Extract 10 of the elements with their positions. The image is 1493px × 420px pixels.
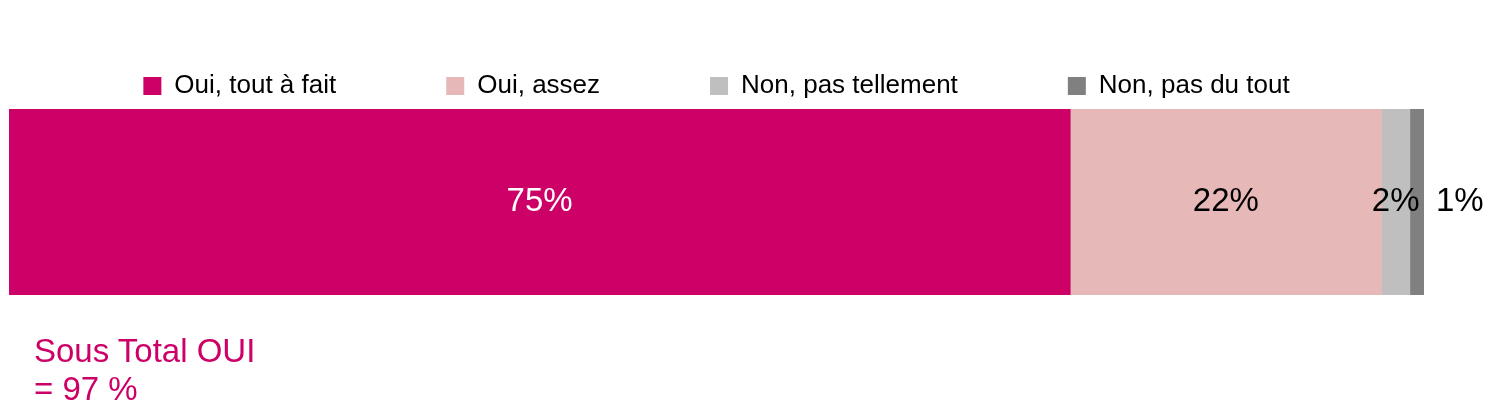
text: Sous Total OUI = 97 % [34,332,256,408]
legend-label: Oui, tout à fait [174,69,337,100]
data-label: 1% [1436,181,1484,219]
data-label: 75% [506,181,573,219]
legend-label: Non, pas du tout [1098,69,1291,100]
legend-label: Non, pas tellement [741,69,959,100]
bar [9,109,1071,295]
data-label: 22% [1192,181,1259,219]
legend-label: Oui, assez [477,69,601,100]
data-label: 2% [1371,181,1420,219]
